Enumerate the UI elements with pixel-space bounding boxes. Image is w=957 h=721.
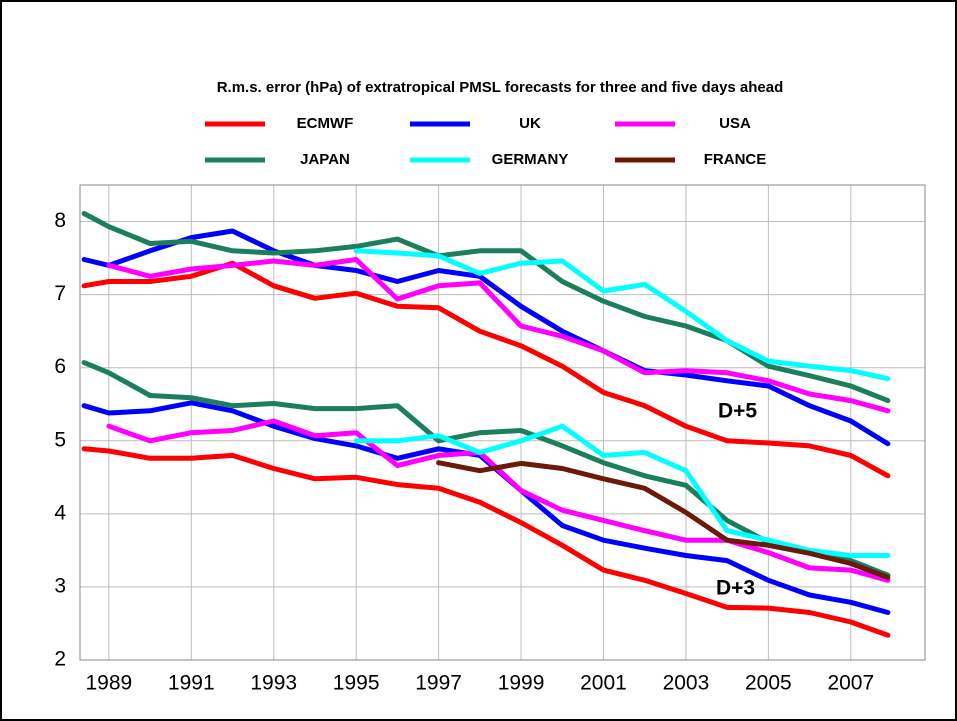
x-tick-label: 1999 <box>498 672 545 695</box>
x-tick-label: 1995 <box>333 672 380 695</box>
series-line <box>81 211 891 404</box>
lines <box>81 211 891 638</box>
y-tick-label: 2 <box>54 648 66 671</box>
series-line <box>436 460 891 580</box>
plot-border <box>79 184 926 661</box>
y-tick-label: 8 <box>54 209 66 232</box>
series-line <box>81 260 891 479</box>
y-tick-label: 7 <box>54 282 66 305</box>
legend-label: JAPAN <box>300 151 350 168</box>
x-tick-label: 1997 <box>415 672 462 695</box>
legend: ECMWF UK USA JAPAN GERMANY FRANCE <box>205 115 766 168</box>
legend-label: GERMANY <box>492 151 569 168</box>
legend-label: FRANCE <box>704 151 767 168</box>
legend-label: ECMWF <box>297 115 354 132</box>
x-tick-label: 1989 <box>85 672 132 695</box>
x-tick-label: 2007 <box>827 672 874 695</box>
y-tick-label: 4 <box>54 501 66 524</box>
annotation: D+5 <box>718 400 757 423</box>
x-tick-label: 2005 <box>745 672 792 695</box>
legend-label: UK <box>519 115 541 132</box>
series-line <box>106 418 891 583</box>
series-line <box>106 257 891 414</box>
x-tick-label: 2001 <box>580 672 627 695</box>
series-line <box>353 423 891 558</box>
series-line <box>353 248 891 382</box>
legend-label: USA <box>719 115 751 132</box>
series-line <box>81 228 891 447</box>
series-line <box>81 446 891 638</box>
y-tick-label: 6 <box>54 355 66 378</box>
axes: 2 3 4 5 6 7 8 1989 1991 1993 1995 1997 1999 2001 2003 2… <box>54 209 874 694</box>
y-tick-label: 3 <box>54 574 66 597</box>
x-tick-label: 2003 <box>663 672 710 695</box>
chart-title: R.m.s. error (hPa) of extratropical PMSL… <box>217 79 784 96</box>
y-tick-label: 5 <box>54 428 66 451</box>
annotation: D+3 <box>716 577 755 600</box>
x-tick-label: 1993 <box>250 672 297 695</box>
x-tick-label: 1991 <box>168 672 215 695</box>
